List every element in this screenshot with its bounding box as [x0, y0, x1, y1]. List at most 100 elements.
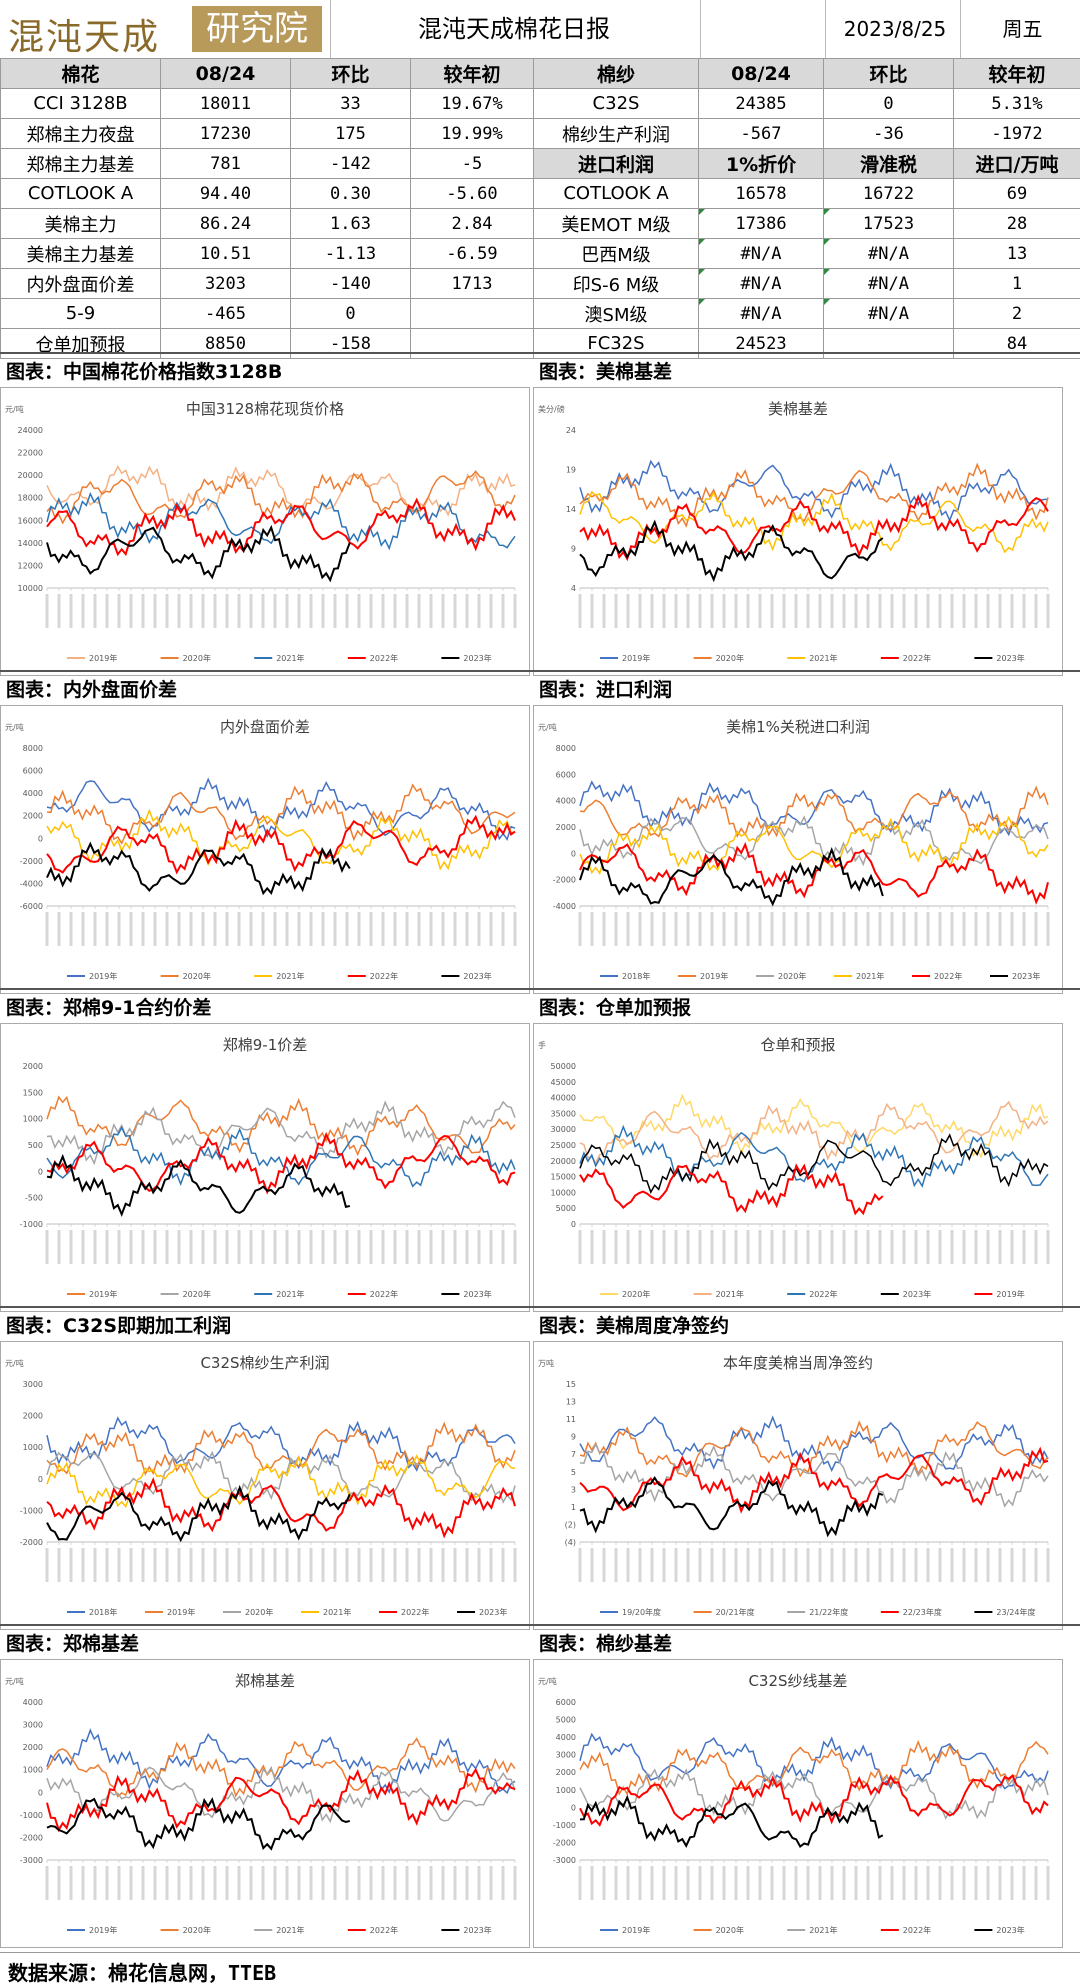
- x-tick-label: [178, 594, 181, 628]
- panel-label: 图表：仓单加预报: [539, 994, 691, 1022]
- x-tick-label: [322, 594, 325, 628]
- x-tick-label: [747, 594, 750, 628]
- series-line: [580, 1127, 1048, 1186]
- y-tick-label: -3000: [553, 1856, 576, 1865]
- x-tick-label: [867, 1866, 870, 1900]
- x-tick-label: [603, 594, 606, 628]
- table-cell: 3203: [161, 269, 291, 299]
- legend-label: 2019年: [89, 1925, 117, 1935]
- x-tick-label: [783, 594, 786, 628]
- x-tick-label: [358, 1548, 361, 1582]
- x-tick-label: [502, 1230, 505, 1264]
- x-tick-label: [418, 1548, 421, 1582]
- x-tick-label: [711, 912, 714, 946]
- x-tick-label: [831, 1230, 834, 1264]
- x-tick-label: [334, 594, 337, 628]
- y-tick-label: 0: [571, 1803, 576, 1812]
- x-tick-label: [1023, 594, 1026, 628]
- x-tick-label: [154, 1866, 157, 1900]
- series-line: [580, 1770, 1048, 1818]
- x-tick-label: [286, 1230, 289, 1264]
- x-tick-label: [711, 1866, 714, 1900]
- panel-label: 图表：内外盘面价差: [6, 676, 177, 704]
- x-tick-label: [178, 1230, 181, 1264]
- x-tick-label: [118, 1230, 121, 1264]
- x-tick-label: [1035, 1866, 1038, 1900]
- x-tick-label: [891, 912, 894, 946]
- x-tick-label: [627, 912, 630, 946]
- legend-label: 2021年: [276, 653, 304, 663]
- x-tick-label: [442, 1230, 445, 1264]
- legend-label: 2022年: [934, 971, 962, 981]
- x-tick-label: [274, 594, 277, 628]
- x-tick-label: [783, 1866, 786, 1900]
- x-tick-label: [627, 1230, 630, 1264]
- y-tick-label: 16000: [18, 516, 43, 525]
- x-tick-label: [951, 1866, 954, 1900]
- legend-label: 2019年: [89, 971, 117, 981]
- panel-label: 图表：棉纱基差: [539, 1630, 672, 1658]
- y-tick-label: 20000: [18, 471, 43, 480]
- x-tick-label: [987, 594, 990, 628]
- x-tick-label: [418, 1230, 421, 1264]
- x-tick-label: [867, 1548, 870, 1582]
- x-tick-label: [627, 1866, 630, 1900]
- x-tick-label: [226, 594, 229, 628]
- x-tick-label: [190, 594, 193, 628]
- series-line: [580, 1444, 1048, 1506]
- x-tick-label: [286, 1866, 289, 1900]
- table-cell: 郑棉主力基差: [1, 149, 161, 179]
- x-tick-label: [639, 912, 642, 946]
- table-cell: 郑棉主力夜盘: [1, 119, 161, 149]
- x-tick-label: [891, 1548, 894, 1582]
- table-cell: 10.51: [161, 239, 291, 269]
- x-tick-label: [987, 912, 990, 946]
- axis-unit: 美分/磅: [538, 404, 565, 414]
- panel-label: 图表：进口利润: [539, 676, 672, 704]
- table-cell: -158: [291, 329, 411, 359]
- x-tick-label: [915, 1548, 918, 1582]
- x-tick-label: [382, 1548, 385, 1582]
- x-tick-label: [442, 594, 445, 628]
- x-tick-label: [322, 1866, 325, 1900]
- x-tick-label: [843, 1230, 846, 1264]
- x-tick-label: [490, 1866, 493, 1900]
- x-tick-label: [771, 912, 774, 946]
- legend-label: 2022年: [903, 653, 931, 663]
- y-tick-label: 0: [38, 834, 43, 843]
- x-tick-label: [394, 912, 397, 946]
- x-tick-label: [226, 1866, 229, 1900]
- table-cell: -465: [161, 299, 291, 329]
- header-cell: 较年初: [411, 59, 534, 89]
- y-tick-label: -2000: [20, 1833, 43, 1842]
- panel-label: 图表：美棉基差: [539, 358, 672, 386]
- table-cell: 13: [954, 239, 1080, 269]
- x-tick-label: [675, 594, 678, 628]
- x-tick-label: [70, 1866, 73, 1900]
- x-tick-label: [1011, 1230, 1014, 1264]
- x-tick-label: [418, 594, 421, 628]
- axis-unit: 元/吨: [538, 722, 557, 732]
- series-line: [47, 471, 515, 523]
- series-line: [47, 1102, 515, 1163]
- table-cell: 5-9: [1, 299, 161, 329]
- x-tick-label: [322, 912, 325, 946]
- x-tick-label: [759, 912, 762, 946]
- x-tick-label: [82, 1866, 85, 1900]
- y-tick-label: 2000: [23, 1412, 43, 1421]
- x-tick-label: [1011, 912, 1014, 946]
- legend-label: 2022年: [370, 1925, 398, 1935]
- x-tick-label: [466, 1866, 469, 1900]
- x-tick-label: [214, 1548, 217, 1582]
- x-tick-label: [514, 912, 517, 946]
- y-tick-label: -500: [25, 1194, 43, 1203]
